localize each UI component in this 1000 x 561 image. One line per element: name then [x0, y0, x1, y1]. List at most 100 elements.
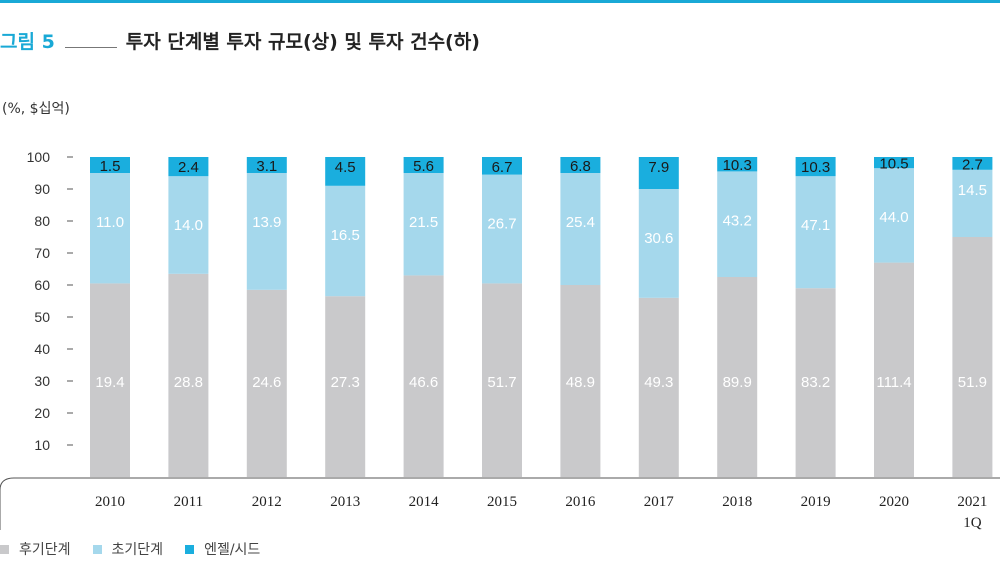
data-label-early: 43.2: [723, 212, 752, 229]
bar-angel-6: [560, 157, 601, 173]
bar-angel-8: [717, 157, 758, 172]
bar-late-7: [638, 297, 679, 477]
bar-angel-11: [952, 157, 993, 170]
bar-late-4: [403, 275, 444, 477]
unit-label: (%, $십억): [2, 101, 70, 117]
bar-angel-1: [168, 157, 209, 177]
data-label-angel: 10.3: [801, 159, 830, 176]
legend-label-angel: 엔젤/시드: [204, 542, 261, 558]
figure-title-row: 그림 5 투자 단계별 투자 규모(상) 및 투자 건수(하): [0, 26, 480, 54]
legend-item-early: 초기단계: [92, 539, 164, 559]
x-tick-label: 2017: [644, 494, 675, 510]
x-tick-label: 2011: [174, 494, 203, 510]
x-tick-label: 2018: [722, 494, 752, 510]
legend-item-late: 후기단계: [0, 539, 71, 559]
bar-early-11: [952, 169, 993, 237]
bar-early-6: [560, 173, 601, 285]
data-label-late: 89.9: [723, 374, 752, 391]
legend-item-angel: 엔젤/시드: [185, 539, 260, 559]
bar-early-0: [90, 173, 130, 284]
data-label-late: 19.4: [95, 374, 124, 391]
top-accent-line: [0, 0, 1000, 3]
y-tick-label: 10: [34, 437, 50, 453]
y-tick-label: 90: [34, 181, 50, 197]
bar-angel-10: [874, 157, 914, 169]
bar-late-8: [717, 277, 758, 477]
data-label-early: 16.5: [331, 227, 360, 244]
bar-early-10: [874, 168, 914, 263]
x-tick-label: 2021: [957, 494, 987, 510]
bar-early-5: [482, 174, 522, 284]
y-tick-label: 100: [27, 149, 51, 165]
bar-late-3: [325, 296, 366, 477]
data-label-angel: 3.1: [256, 158, 277, 175]
x-tick-label: 2020: [879, 494, 909, 510]
data-label-early: 21.5: [409, 214, 438, 231]
bar-late-5: [482, 283, 522, 477]
x-tick-label: 2012: [252, 494, 282, 510]
data-label-early: 25.4: [566, 214, 595, 231]
data-label-late: 24.6: [252, 374, 281, 391]
bar-angel-4: [403, 157, 444, 173]
data-label-early: 47.1: [801, 217, 830, 234]
data-label-late: 27.3: [331, 374, 360, 391]
x-tick-label: 2014: [409, 494, 440, 510]
legend: 후기단계 초기단계 엔젤/시드: [0, 539, 282, 559]
data-label-angel: 5.6: [413, 158, 434, 175]
data-label-angel: 2.4: [178, 159, 199, 176]
bar-angel-9: [795, 157, 836, 177]
data-label-late: 46.6: [409, 374, 438, 391]
chart-frame-line: [0, 477, 1000, 491]
legend-label-early: 초기단계: [111, 542, 164, 558]
x-tick-label: 1Q: [963, 515, 982, 530]
x-tick-label: 2016: [565, 494, 596, 510]
bar-early-4: [403, 173, 444, 276]
legend-swatch-early: [92, 544, 102, 554]
bar-early-3: [325, 185, 366, 297]
bar-angel-5: [482, 157, 522, 175]
bar-early-8: [717, 171, 758, 277]
bar-late-10: [874, 262, 914, 477]
bar-late-2: [246, 289, 287, 477]
x-tick-label: 2013: [330, 494, 360, 510]
data-label-early: 11.0: [96, 214, 124, 231]
data-label-late: 28.8: [174, 374, 203, 391]
data-label-angel: 2.7: [962, 156, 983, 173]
y-tick-label: 20: [34, 405, 50, 421]
data-label-angel: 7.9: [648, 159, 669, 176]
data-label-angel: 6.7: [492, 159, 513, 176]
data-label-late: 51.7: [487, 374, 516, 391]
bar-late-11: [952, 237, 993, 477]
bar-early-2: [246, 173, 287, 290]
y-tick-label: 80: [34, 213, 50, 229]
data-label-angel: 10.5: [879, 156, 908, 173]
data-label-early: 13.9: [252, 214, 281, 231]
legend-swatch-late: [0, 544, 9, 554]
legend-label-late: 후기단계: [19, 542, 71, 558]
data-label-early: 14.5: [958, 182, 987, 199]
x-tick-label: 2015: [487, 494, 517, 510]
y-tick-label: 60: [34, 277, 50, 293]
bar-late-1: [168, 273, 209, 477]
bar-angel-2: [246, 157, 287, 173]
figure-label: 그림 5: [0, 30, 55, 53]
bar-angel-3: [325, 157, 366, 186]
y-tick-label: 40: [34, 341, 50, 357]
data-label-angel: 6.8: [570, 158, 591, 175]
data-label-early: 30.6: [644, 230, 673, 247]
bar-angel-0: [90, 157, 130, 173]
bar-late-9: [795, 288, 836, 477]
bar-angel-7: [638, 157, 679, 189]
data-label-late: 83.2: [801, 374, 830, 391]
bar-early-1: [168, 176, 209, 274]
data-label-early: 26.7: [487, 216, 516, 233]
data-label-angel: 10.3: [723, 157, 752, 174]
y-tick-label: 30: [34, 373, 50, 389]
bar-late-6: [560, 285, 601, 477]
legend-swatch-angel: [185, 544, 195, 554]
data-label-early: 44.0: [879, 209, 908, 226]
stacked-bar-chart: 10090807060504030201019.411.01.5201028.8…: [0, 149, 1000, 530]
bar-late-0: [90, 283, 130, 477]
y-tick-label: 50: [34, 309, 50, 325]
data-label-late: 48.9: [566, 374, 595, 391]
